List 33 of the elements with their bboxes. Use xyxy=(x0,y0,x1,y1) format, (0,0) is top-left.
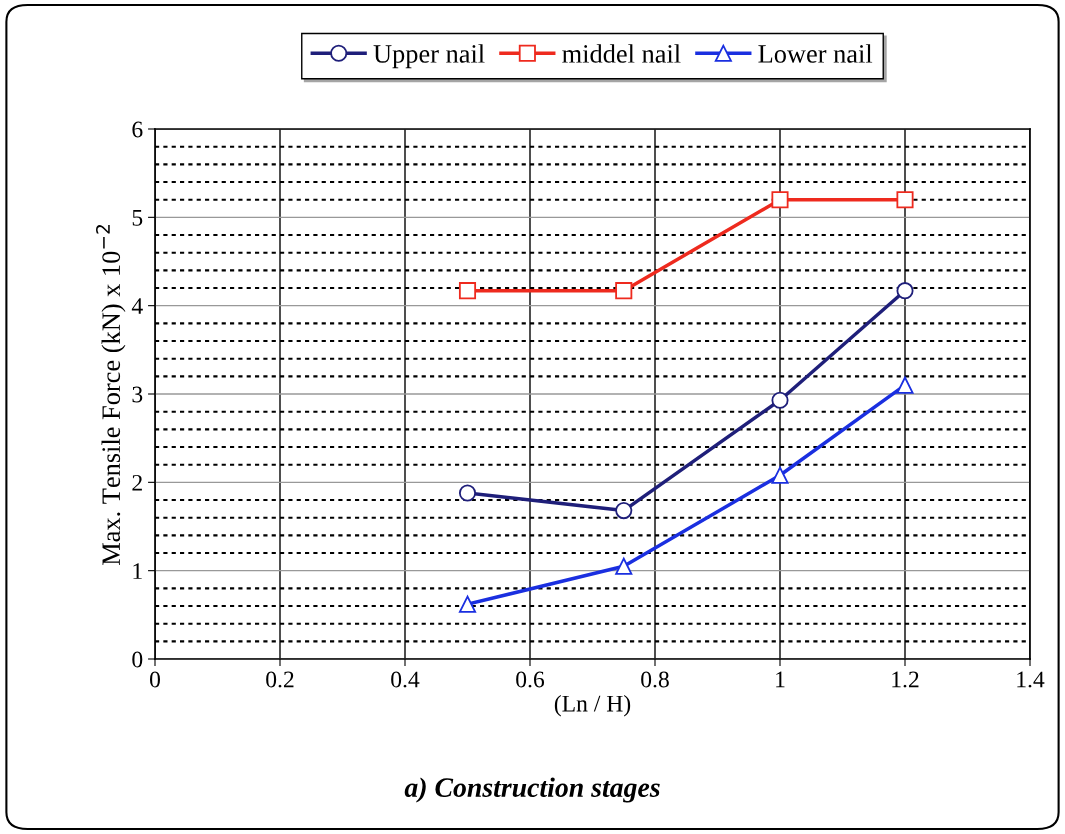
point xyxy=(771,191,789,209)
point xyxy=(771,391,789,409)
legend-label: Upper nail xyxy=(373,44,485,69)
point xyxy=(771,466,789,484)
point xyxy=(896,191,914,209)
x-tick-label: 1 xyxy=(776,671,785,688)
x-tick-label: 0.8 xyxy=(641,671,669,688)
legend-label: Lower nail xyxy=(758,44,873,63)
point xyxy=(458,282,477,300)
x-tick-label: 0.2 xyxy=(266,671,294,688)
y-tick-label: 1 xyxy=(133,563,142,579)
y-tick-label: 3 xyxy=(132,386,143,403)
y-axis-title: Max. Tensile Force (kN) x 10$^{−2}$ xyxy=(96,225,126,566)
y-tick-label: 2 xyxy=(132,474,142,491)
legend-label: middel nail xyxy=(562,44,681,63)
point xyxy=(458,484,477,502)
y-tick-label: 6 xyxy=(132,121,143,138)
point xyxy=(615,282,633,300)
y-tick-label: 4 xyxy=(131,298,143,314)
y-tick-label: 5 xyxy=(132,210,143,226)
point xyxy=(615,557,633,575)
x-tick-label: 0 xyxy=(150,671,160,688)
y-tick-label: 0 xyxy=(132,651,143,668)
x-tick-label: 1.4 xyxy=(1017,671,1045,688)
point xyxy=(896,282,914,300)
x-tick-label: 0.6 xyxy=(516,671,545,688)
point xyxy=(458,595,477,613)
x-axis-title: (Ln / H) xyxy=(554,695,631,717)
point xyxy=(896,376,914,394)
point xyxy=(615,502,633,520)
x-tick-label: 1.2 xyxy=(892,671,919,688)
x-tick-label: 0.4 xyxy=(391,671,420,688)
text: a) Construction stages xyxy=(404,777,660,803)
